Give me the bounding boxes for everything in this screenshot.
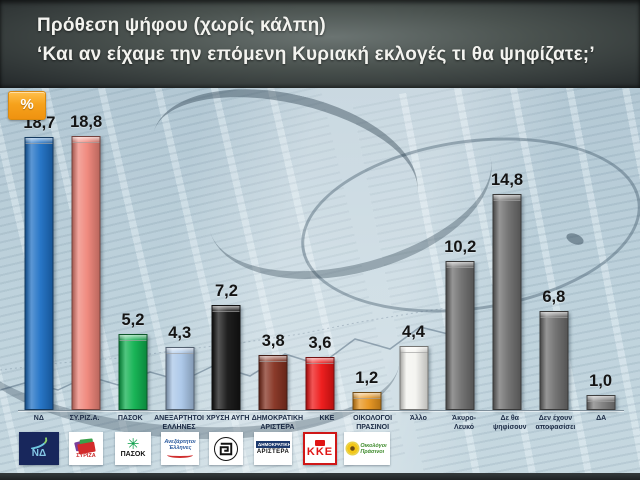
oikologoi-logo-line1: Οικολόγοι bbox=[360, 442, 387, 449]
bar-value-label: 14,8 bbox=[490, 171, 524, 189]
xrysi-aygi-logo bbox=[209, 432, 243, 465]
syriza-logo-text: ΣΥΡΙΖΑ bbox=[76, 453, 96, 459]
bar-value-label: 7,2 bbox=[214, 282, 238, 300]
oikologoi-logo-line2: Πράσινοι bbox=[360, 448, 385, 455]
red-curve-icon bbox=[167, 452, 193, 458]
bar-ΔΗΜΟΚΡΑΤΙΚΗ ΑΡΙΣΤΕΡΑ bbox=[258, 355, 288, 410]
bar-top-highlight bbox=[72, 137, 100, 143]
sunflower-icon bbox=[347, 443, 359, 454]
bar-category-label: Δε θα ψηφίσουν bbox=[492, 415, 527, 431]
nd-logo-text: ΝΔ bbox=[31, 447, 47, 459]
bar-category-label: ΝΔ bbox=[33, 415, 44, 422]
kke-logo-text: ΚΚΕ bbox=[306, 445, 334, 458]
bar-category-label: ΟΙΚΟΛΟΓΟΙ ΠΡΑΣΙΝΟΙ bbox=[353, 415, 393, 431]
bar-top-highlight bbox=[587, 396, 615, 402]
bar-value-label: 10,2 bbox=[444, 238, 477, 256]
oikologoi-logo: Οικολόγοι Πράσινοι bbox=[344, 432, 390, 465]
chart-subtitle: ‘Και αν είχαμε την επόμενη Κυριακή εκλογ… bbox=[37, 44, 595, 65]
bar-category-label: ΚΚΕ bbox=[319, 415, 335, 422]
chart-column: 5,2 bbox=[110, 100, 157, 410]
bar-value-label: 3,6 bbox=[308, 334, 332, 352]
bar-category-label: ΠΑΣΟΚ bbox=[117, 415, 143, 422]
bar-value-label: 4,3 bbox=[168, 324, 192, 342]
chart-column: 3,8 bbox=[250, 100, 297, 410]
chart-column: 18,8 bbox=[63, 100, 110, 410]
bar-category-label: ΑΝΕΞΑΡΤΗΤΟΙ ΕΛΛΗΝΕΣ bbox=[154, 415, 204, 431]
bar-Δεν έχουν αποφασίσει bbox=[539, 311, 569, 410]
bar-category-label: ΧΡΥΣΗ ΑΥΓΗ bbox=[206, 415, 250, 422]
percent-unit-badge: % bbox=[8, 91, 46, 120]
anel-logo-line1: Ανεξάρτητοι bbox=[164, 439, 196, 445]
bar-category-label: Άκυρο-Λευκό bbox=[452, 415, 477, 431]
chart-title: Πρόθεση ψήφου (χωρίς κάλπη) bbox=[37, 15, 326, 36]
bar-value-label: 4,4 bbox=[402, 323, 425, 341]
three-flags-icon bbox=[74, 438, 98, 455]
bar-ΔΑ bbox=[586, 395, 616, 410]
bar-top-highlight bbox=[353, 393, 381, 399]
anel-logo-line2: Έλληνες bbox=[168, 445, 192, 451]
chart-column: 14,8 bbox=[484, 100, 531, 410]
oikologoi-logo-text: Οικολόγοι Πράσινοι bbox=[360, 443, 386, 455]
bar-value-label: 1,2 bbox=[355, 369, 379, 387]
dimar-logo-line1: ΔΗΜΟΚΡΑΤΙΚΗ bbox=[256, 441, 292, 448]
bar-ΝΔ bbox=[24, 137, 54, 410]
chart-column: 6,8 bbox=[530, 100, 577, 410]
pasok-logo: ✳ ΠΑΣΟΚ bbox=[115, 432, 151, 465]
bar-top-highlight bbox=[306, 358, 334, 364]
bar-top-highlight bbox=[212, 306, 240, 312]
bar-value-label: 18,8 bbox=[70, 113, 103, 131]
bar-category-label: ΔΑ bbox=[596, 415, 607, 422]
dimar-logo-line2: ΑΡΙΣΤΕΡΑ bbox=[256, 449, 290, 455]
dimar-logo: ΔΗΜΟΚΡΑΤΙΚΗ ΑΡΙΣΤΕΡΑ bbox=[254, 432, 292, 465]
bar-Άκυρο-Λευκό bbox=[445, 261, 475, 410]
pasok-logo-text: ΠΑΣΟΚ bbox=[120, 451, 146, 458]
bar-value-label: 5,2 bbox=[121, 311, 145, 329]
anel-logo: Ανεξάρτητοι Έλληνες bbox=[161, 432, 199, 465]
green-sun-icon: ✳ bbox=[126, 436, 140, 453]
bar-top-highlight bbox=[493, 195, 521, 201]
chart-column: 4,4 bbox=[390, 100, 437, 410]
bar-ΠΑΣΟΚ bbox=[118, 334, 148, 410]
bars-row: 18,7 18,8 5,2 4,3 7,2 3,8 3,6 1,2 4,4 10,2 14,8 6,8… bbox=[16, 100, 624, 410]
bar-category-label: ΣΥ.ΡΙΖ.Α. bbox=[69, 415, 100, 422]
x-axis-line bbox=[18, 410, 624, 411]
chart-column: 18,7 bbox=[16, 100, 63, 410]
footer-strip bbox=[0, 473, 640, 480]
nd-logo: ΝΔ bbox=[19, 432, 59, 465]
kke-logo: ΚΚΕ bbox=[303, 432, 337, 465]
bar-top-highlight bbox=[400, 347, 427, 353]
chart-column: 4,3 bbox=[156, 100, 203, 410]
chart-column: 1,2 bbox=[343, 100, 390, 410]
chart-column: 1,0 bbox=[577, 100, 624, 410]
bar-ΚΚΕ bbox=[305, 357, 335, 410]
bar-top-highlight bbox=[540, 312, 568, 318]
bar-category-label: ΔΗΜΟΚΡΑΤΙΚΗ ΑΡΙΣΤΕΡΑ bbox=[251, 415, 304, 431]
bar-category-label: Άλλο bbox=[409, 415, 427, 422]
bar-top-highlight bbox=[25, 138, 53, 144]
syriza-logo: ΣΥΡΙΖΑ bbox=[69, 432, 103, 465]
bar-top-highlight bbox=[446, 262, 474, 268]
bar-Άλλο bbox=[399, 346, 428, 410]
bar-value-label: 6,8 bbox=[542, 288, 566, 306]
bar-ΣΥ.ΡΙΖ.Α. bbox=[71, 136, 101, 410]
bar-top-highlight bbox=[166, 348, 194, 354]
bar-ΑΝΕΞΑΡΤΗΤΟΙ ΕΛΛΗΝΕΣ bbox=[165, 347, 195, 410]
bar-top-highlight bbox=[259, 356, 287, 362]
bar-value-label: 3,8 bbox=[261, 332, 285, 350]
category-labels-row: ΝΔ ΣΥ.ΡΙΖ.Α. ΠΑΣΟΚ ΑΝΕΞΑΡΤΗΤΟΙ ΕΛΛΗΝΕΣ ΧΡΥΣΗ… bbox=[16, 415, 624, 433]
slide-header: Πρόθεση ψήφου (χωρίς κάλπη) ‘Και αν είχα… bbox=[0, 0, 640, 88]
chart-column: 10,2 bbox=[437, 100, 484, 410]
chart-column: 3,6 bbox=[297, 100, 344, 410]
chart-canvas: % 18,7 18,8 5,2 4,3 7,2 3,8 3,6 1,2 4,4 10,2 14,8 6… bbox=[0, 88, 640, 473]
meander-wreath-icon bbox=[214, 436, 238, 461]
bar-top-highlight bbox=[119, 335, 147, 341]
bar-Δε θα ψηφίσουν bbox=[492, 194, 522, 410]
red-flag-icon bbox=[315, 439, 325, 446]
bar-ΧΡΥΣΗ ΑΥΓΗ bbox=[211, 305, 241, 410]
bar-value-label: 1,0 bbox=[589, 372, 613, 390]
chart-column: 7,2 bbox=[203, 100, 250, 410]
bar-category-label: Δεν έχουν αποφασίσει bbox=[535, 415, 576, 431]
bar-ΟΙΚΟΛΟΓΟΙ ΠΡΑΣΙΝΟΙ bbox=[352, 392, 382, 410]
